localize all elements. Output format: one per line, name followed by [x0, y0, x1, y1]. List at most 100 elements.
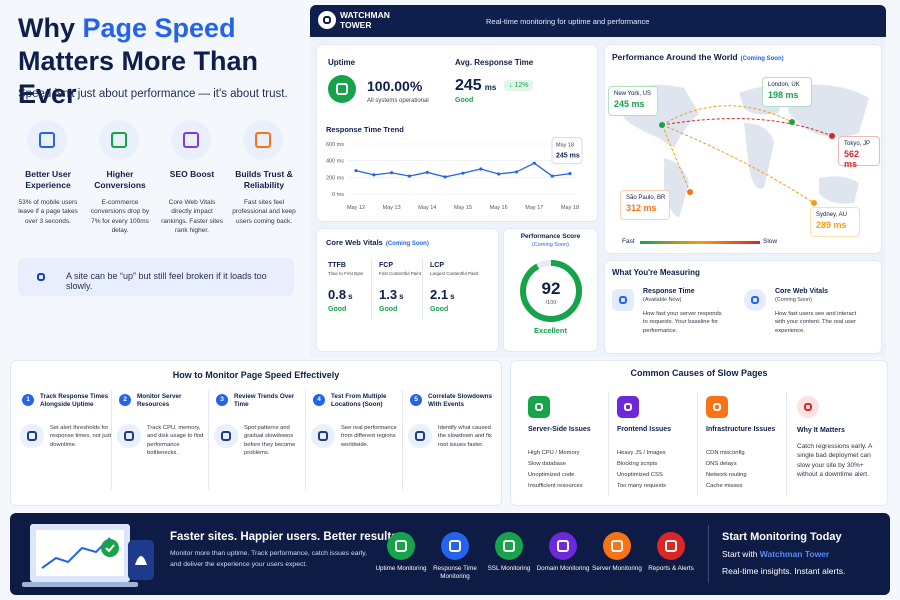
vital-unit: s — [450, 292, 455, 301]
x-tick-label: May 14 — [418, 205, 436, 211]
step-divider — [208, 390, 209, 490]
step-text: Identify what caused the slowdown and fi… — [438, 425, 492, 448]
feature-icon-glyph — [611, 540, 623, 552]
city-box: Sydney, AU 289 ms — [810, 207, 860, 237]
callout-box — [18, 258, 294, 296]
feature-icon — [441, 532, 469, 560]
check-icon-glyph — [336, 83, 348, 95]
cause-item: Heavy JS / Images — [617, 450, 666, 456]
response-unit: ms — [484, 83, 497, 92]
trend-point — [461, 171, 465, 175]
trend-point — [568, 171, 572, 176]
reason-title: Higher Conversions — [94, 169, 146, 191]
trend-point — [497, 172, 501, 176]
metrics-card — [316, 44, 598, 222]
cause-icon-glyph — [534, 402, 544, 412]
step-icon — [117, 424, 141, 448]
shield-icon — [318, 11, 336, 29]
trend-point — [425, 170, 429, 174]
y-tick-label: 400 ms — [326, 159, 344, 165]
step-title: Monitor Server Resources — [137, 393, 182, 409]
trend-point — [532, 161, 536, 165]
trend-point — [550, 174, 554, 178]
cause-icon — [617, 396, 639, 418]
feature-icon — [549, 532, 577, 560]
step-text: Track CPU, memory, and disk usage to fin… — [147, 425, 204, 457]
uptime-note: All systems operational — [367, 98, 429, 104]
reason-icon — [27, 120, 67, 160]
response-status: Good — [455, 97, 474, 104]
cause-title: Server-Side Issues — [528, 426, 591, 433]
measure-icon-glyph — [750, 295, 760, 305]
check-icon — [328, 75, 356, 103]
cause-item: Insufficient resources — [528, 483, 583, 489]
cause-icon — [528, 396, 550, 418]
step-text: See real performance from different regi… — [341, 425, 397, 448]
step-title: Correlate Slowdowns With Events — [428, 393, 493, 409]
vital-unit: s — [348, 292, 353, 301]
cause-item: Blocking scripts — [617, 461, 658, 467]
city-value: 289 ms — [816, 220, 847, 230]
feature-label: Domain Monitoring — [536, 565, 590, 572]
city-box: Tokyo, JP 562 ms — [838, 136, 880, 169]
vital-name: TTFB — [328, 262, 346, 269]
response-label: Avg. Response Time — [455, 58, 534, 67]
rocket-icon-glyph — [36, 272, 46, 282]
reason-text: Fast sites feel professional and keep us… — [232, 199, 296, 225]
uptime-label: Uptime — [328, 58, 356, 67]
trend-point — [354, 169, 358, 173]
feature-label: Uptime Monitoring — [375, 565, 427, 572]
measure-icon-glyph — [618, 295, 628, 305]
cta-line: Start with Watchman Tower — [722, 549, 829, 559]
city-value: 198 ms — [768, 90, 799, 100]
title-text: Why — [18, 13, 83, 43]
step-divider — [305, 390, 306, 490]
feature-label: SSL Monitoring — [487, 565, 531, 572]
reason-text: 53% of mobile users leave if a page take… — [18, 199, 78, 225]
step-title: Test From Multiple Locations (Soon) — [331, 393, 387, 409]
feature-label: Response Time Monitoring — [433, 565, 477, 581]
vital-value: 2.1 s — [430, 287, 455, 302]
tooltip-date: May 18 — [556, 143, 574, 149]
cause-title: Infrastructure Issues — [706, 426, 776, 433]
footer-headline: Faster sites. Happier users. Better resu… — [170, 531, 401, 543]
uptime-value: 100.00% — [367, 78, 423, 94]
city-name: Sydney, AU — [816, 212, 847, 218]
speed-legend-bar — [640, 241, 760, 244]
step-icon — [408, 424, 432, 448]
step-icon — [311, 424, 335, 448]
vitals-tag: (Coming Soon) — [385, 241, 429, 247]
rocket-icon — [30, 266, 52, 288]
vital-status: Good — [328, 306, 347, 313]
callout-text: A site can be “up” but still feel broken… — [66, 271, 267, 291]
vital-name: FCP — [379, 262, 393, 269]
feature-icon-glyph — [395, 540, 407, 552]
cause-title: Frontend Issues — [617, 426, 672, 433]
trend-title: Response Time Trend — [326, 125, 404, 134]
measure-text: How fast your server responds to request… — [643, 311, 722, 334]
reason-text: Core Web Vitals directly impact rankings… — [161, 199, 223, 235]
step-divider — [111, 390, 112, 490]
step-icon — [20, 424, 44, 448]
trend-point — [479, 167, 483, 171]
vital-divider — [371, 258, 372, 320]
step-text: Spot patterns and gradual slowdowns befo… — [244, 425, 296, 457]
response-number: 245 — [455, 77, 482, 94]
cause-item: CDN misconfig — [706, 450, 745, 456]
why-text: Catch regressions early. A single bad de… — [797, 443, 873, 479]
legend-slow: Slow — [763, 238, 778, 245]
causes-card — [510, 360, 888, 506]
x-tick-label: May 13 — [383, 205, 401, 211]
x-tick-label: May 12 — [347, 205, 365, 211]
vital-status: Good — [379, 306, 398, 313]
reason-icon-glyph — [183, 132, 199, 148]
measure-icon — [744, 289, 766, 311]
title-text: Matters More Than Ever — [18, 45, 259, 109]
score-value: 92 — [542, 279, 561, 298]
response-change: ↓ 12% — [504, 80, 534, 91]
feature-icon-glyph — [665, 540, 677, 552]
measure-title: Core Web Vitals — [775, 288, 829, 295]
reason-text: E-commerce conversions drop by 7% for ev… — [90, 199, 150, 235]
vital-status: Good — [430, 306, 449, 313]
vital-desc: Time to First Byte — [328, 271, 364, 276]
